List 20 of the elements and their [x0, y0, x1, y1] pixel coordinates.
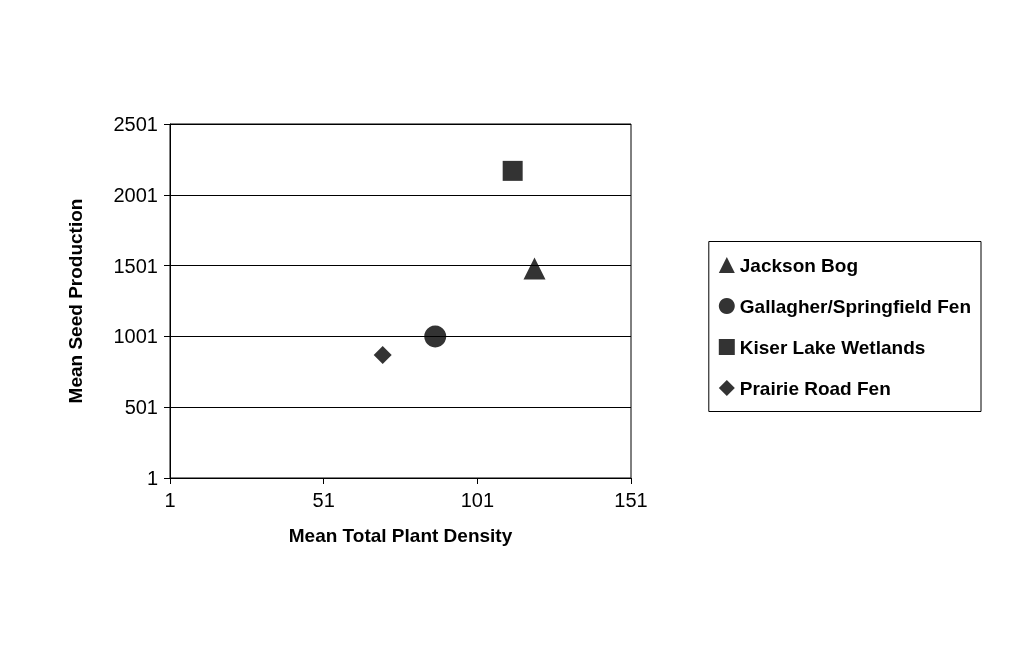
y-tick-label: 1001: [113, 325, 158, 348]
point: [424, 325, 447, 348]
x-axis-title: Mean Total Plant Density: [288, 525, 513, 546]
y-tick-label: 1501: [113, 254, 158, 277]
legend-label: Jackson Bog: [739, 254, 859, 276]
x-tick-label: 51: [312, 489, 335, 511]
y-axis-title: Mean Seed Production: [65, 198, 86, 404]
point: [373, 345, 392, 364]
point: [523, 257, 546, 280]
legend-label: Kiser Lake Wetlands: [739, 336, 926, 358]
y-tick-label: 2001: [113, 183, 158, 206]
legend-label: Gallagher/Springfield Fen: [739, 295, 971, 317]
legend-label: Prairie Road Fen: [739, 377, 891, 399]
y-tick-label: 2501: [113, 113, 158, 135]
point: [502, 160, 523, 181]
y-tick-label: 1: [146, 467, 158, 489]
x-tick-label: 151: [614, 489, 648, 511]
x-tick-label: 1: [164, 489, 176, 511]
x-tick-label: 101: [460, 489, 495, 511]
y-tick-label: 501: [124, 396, 158, 419]
